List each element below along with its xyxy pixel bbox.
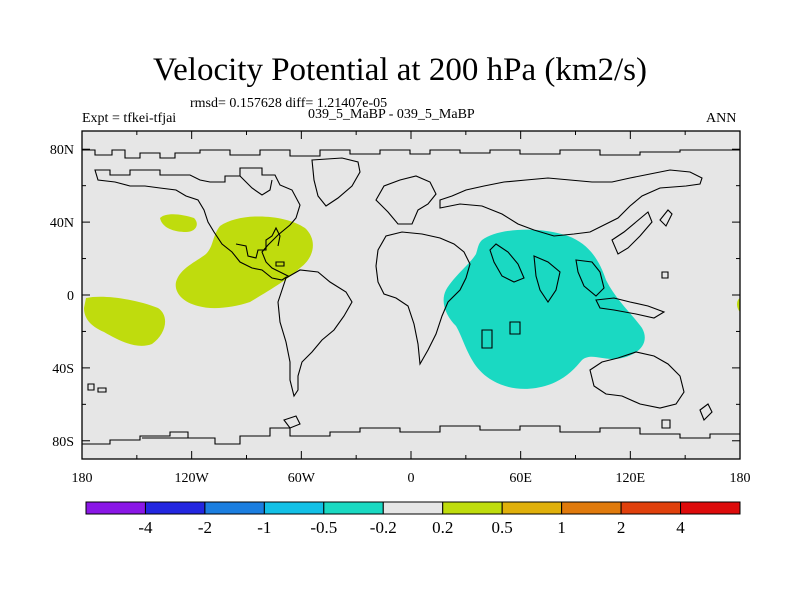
- colorbar-swatch: [382, 501, 444, 515]
- island-patch-4: [283, 415, 301, 429]
- y-tick-label: 40N: [50, 216, 74, 231]
- east-asia-coastline: [611, 211, 653, 255]
- arctic-coastline: [82, 149, 740, 159]
- filled-contours: [84, 214, 740, 389]
- y-tick-label: 80S: [52, 435, 74, 450]
- colorbar-swatch: [144, 501, 206, 515]
- colorbar-swatch: [680, 501, 741, 515]
- y-tick-label: 40S: [52, 362, 74, 377]
- hudson-bay: [239, 175, 273, 196]
- experiment-label: Expt = tfkei-tfjai: [82, 111, 177, 126]
- colorbar-label: 0.5: [491, 518, 513, 537]
- contour-fill-positive-northeast-pacific: [160, 214, 197, 232]
- x-tick-label: 180: [72, 471, 93, 486]
- colorbar-label: -2: [197, 518, 212, 537]
- colorbar-label: -1: [257, 518, 272, 537]
- north-america-coastline: [94, 167, 301, 281]
- colorbar-swatch: [561, 501, 622, 515]
- colorbar: [85, 501, 741, 515]
- coastlines: [82, 149, 740, 445]
- colorbar-swatch: [620, 501, 682, 515]
- colorbar-swatch: [323, 501, 384, 515]
- colorbar-label: -0.5: [310, 518, 338, 537]
- chart-title: Velocity Potential at 200 hPa (km2/s): [152, 52, 648, 88]
- contour-fill-negative-africa-indian-ocean: [443, 229, 645, 389]
- contour-fill-positive-central-pacific: [84, 296, 166, 346]
- case-label: 039_5_MaBP - 039_5_MaBP: [308, 107, 475, 122]
- antarctica-coastline: [82, 425, 740, 445]
- madagascar-coastline: [509, 321, 521, 335]
- colorbar-label: 1: [557, 518, 566, 537]
- x-tick-label: 120W: [175, 471, 210, 486]
- x-tick-label: 120E: [616, 471, 646, 486]
- island-patch-2: [97, 387, 107, 393]
- colorbar-label: 2: [616, 518, 626, 537]
- x-tick-label: 0: [408, 471, 415, 486]
- australia-coastline: [589, 351, 685, 409]
- india-coastline: [533, 255, 561, 303]
- africa-coastline: [375, 231, 471, 366]
- colorbar-swatch: [263, 501, 325, 515]
- y-tick-label: 0: [67, 289, 74, 304]
- greenland-coastline: [311, 157, 361, 207]
- new-zealand-coastline: [699, 403, 713, 421]
- axis-ticks: 180 120W 60W 0 60E 120E 180 80N 40N 0 40S 80S: [50, 131, 751, 486]
- contour-fill-positive-north-pacific: [175, 216, 313, 309]
- arabia-coastline: [489, 243, 525, 283]
- asia-coastline: [439, 169, 703, 237]
- africa-horn-patch: [481, 329, 493, 349]
- caribbean-patch: [275, 261, 285, 267]
- indonesia-coastline: [595, 297, 666, 319]
- y-tick-label: 80N: [50, 143, 74, 158]
- island-patch-1: [87, 383, 95, 391]
- colorbar-label: 4: [676, 518, 685, 537]
- colorbar-swatch: [501, 501, 563, 515]
- colorbar-label: -4: [138, 518, 153, 537]
- eurasia-west-coastline: [375, 175, 437, 225]
- island-patch-3: [661, 271, 669, 279]
- contour-fill-positive-dateline-sliver: [737, 298, 740, 312]
- south-america-coastline: [277, 269, 353, 398]
- stats-label: rmsd= 0.157628 diff= 1.21407e-05: [190, 96, 388, 111]
- season-label: ANN: [706, 111, 737, 126]
- japan-coastline: [659, 209, 673, 227]
- colorbar-label: -0.2: [369, 518, 397, 537]
- x-tick-label: 60W: [288, 471, 316, 486]
- x-tick-label: 60E: [509, 471, 532, 486]
- gulf-detail: [235, 226, 281, 259]
- colorbar-swatch: [442, 501, 503, 515]
- colorbar-label: 0.2: [432, 518, 454, 537]
- colorbar-swatch: [85, 501, 146, 515]
- tasmania-patch: [661, 419, 671, 429]
- x-tick-label: 180: [730, 471, 751, 486]
- se-asia-coastline: [575, 259, 605, 297]
- colorbar-swatch: [204, 501, 265, 515]
